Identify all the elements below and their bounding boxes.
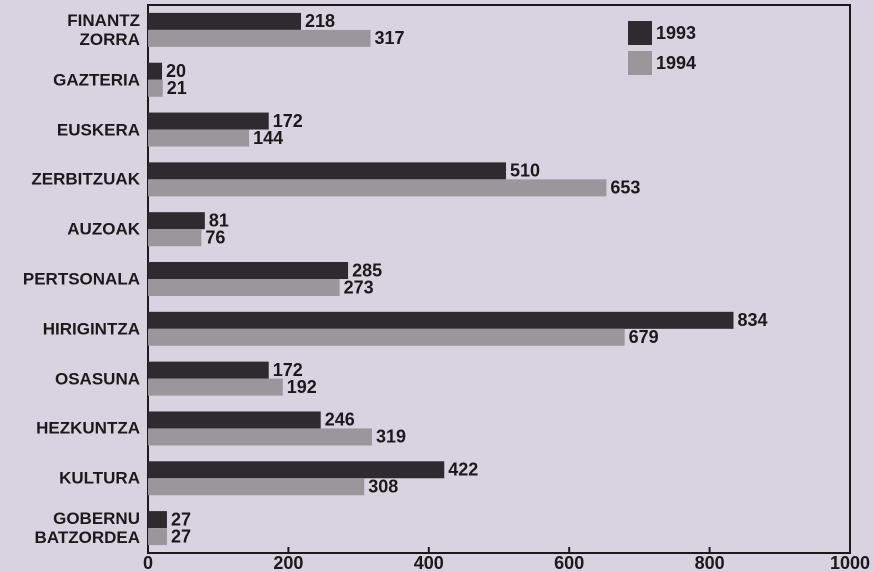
value-label: 273 — [344, 277, 374, 297]
x-tick-label: 800 — [695, 553, 725, 572]
value-label: 834 — [737, 310, 767, 330]
bar — [148, 30, 371, 47]
legend-swatch — [628, 51, 652, 75]
legend-swatch — [628, 21, 652, 45]
bar — [148, 80, 163, 97]
value-label: 218 — [305, 11, 335, 31]
value-label: 144 — [253, 128, 283, 148]
legend-label: 1993 — [656, 23, 696, 43]
x-tick-label: 400 — [414, 553, 444, 572]
value-label: 192 — [287, 377, 317, 397]
bar — [148, 461, 444, 478]
category-label: GOBERNU BATZORDEA — [0, 509, 140, 547]
bar — [148, 329, 625, 346]
value-label: 76 — [205, 227, 225, 247]
bar — [148, 179, 606, 196]
value-label: 317 — [375, 28, 405, 48]
x-tick-label: 0 — [143, 553, 153, 572]
value-label: 21 — [167, 78, 187, 98]
value-label: 246 — [325, 410, 355, 430]
bar — [148, 63, 162, 80]
x-tick-label: 200 — [273, 553, 303, 572]
chart: 0200400600800100021831720211721445106538… — [0, 0, 874, 572]
category-label: FINANTZ ZORRA — [0, 11, 140, 49]
value-label: 319 — [376, 427, 406, 447]
bar — [148, 279, 340, 296]
value-label: 308 — [368, 477, 398, 497]
bar — [148, 528, 167, 545]
x-tick-label: 1000 — [830, 553, 870, 572]
category-label: GAZTERIA — [0, 70, 140, 89]
category-label: HEZKUNTZA — [0, 419, 140, 438]
bar — [148, 229, 201, 246]
bar — [148, 113, 269, 130]
bar — [148, 362, 269, 379]
bar — [148, 162, 506, 179]
category-label: HIRIGINTZA — [0, 319, 140, 338]
bar — [148, 130, 249, 147]
bar — [148, 13, 301, 30]
legend-label: 1994 — [656, 53, 696, 73]
bar — [148, 379, 283, 396]
value-label: 510 — [510, 161, 540, 181]
category-label: AUZOAK — [0, 220, 140, 239]
category-label: OSASUNA — [0, 369, 140, 388]
bar — [148, 262, 348, 279]
bar — [148, 411, 321, 428]
value-label: 27 — [171, 526, 191, 546]
bar — [148, 511, 167, 528]
category-label: ZERBITZUAK — [0, 170, 140, 189]
bar — [148, 478, 364, 495]
value-label: 422 — [448, 460, 478, 480]
category-label: EUSKERA — [0, 120, 140, 139]
bar — [148, 212, 205, 229]
x-tick-label: 600 — [554, 553, 584, 572]
category-label: PERTSONALA — [0, 270, 140, 289]
value-label: 679 — [629, 327, 659, 347]
category-label: KULTURA — [0, 469, 140, 488]
value-label: 653 — [610, 178, 640, 198]
bar — [148, 428, 372, 445]
